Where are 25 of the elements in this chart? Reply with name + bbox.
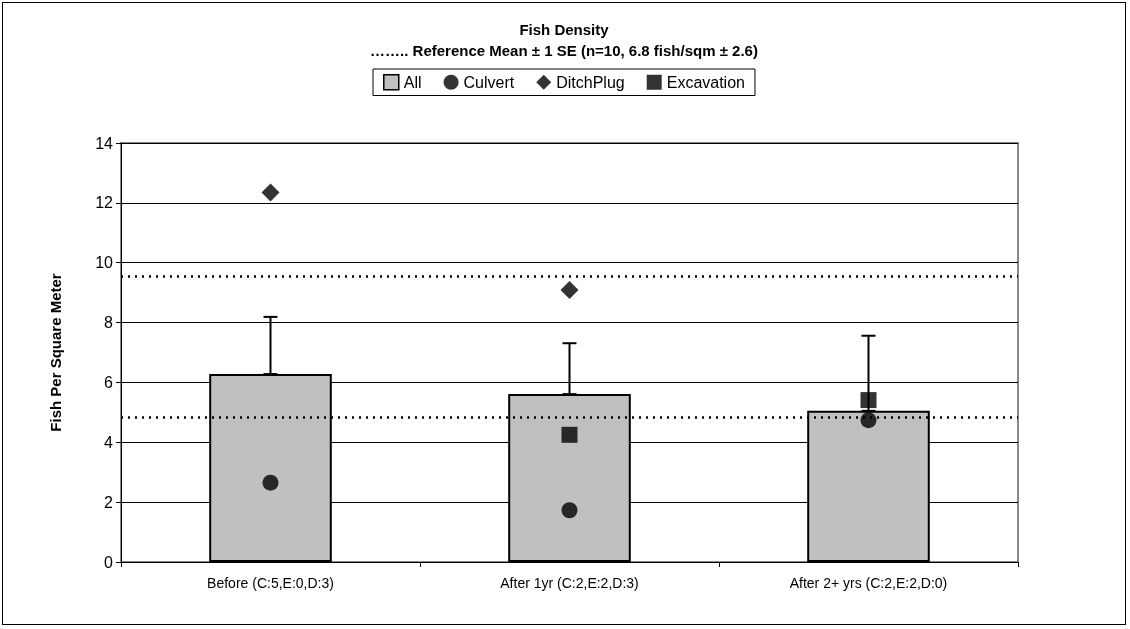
legend-label: Excavation — [666, 73, 745, 91]
y-tick-label: 2 — [104, 493, 114, 511]
y-axis-title: Fish Per Square Meter — [47, 273, 64, 432]
x-tick-label: After 1yr (C:2,E:2,D:3) — [500, 575, 639, 591]
point — [261, 183, 280, 202]
x-tick-label: After 2+ yrs (C:2,E:2,D:0) — [789, 575, 948, 591]
y-tick-label: 8 — [104, 314, 114, 332]
point — [561, 426, 578, 443]
chart-subtitle: …….. Reference Mean ± 1 SE (n=10, 6.8 fish/sqm ± 2.6) — [370, 42, 758, 59]
legend-label: All — [403, 73, 422, 91]
legend-label: Culvert — [463, 73, 515, 91]
y-tick-label: 12 — [95, 194, 114, 212]
x-tick-label: Before (C:5,E:0,D:3) — [207, 575, 334, 591]
y-tick-label: 10 — [95, 254, 114, 272]
point — [561, 502, 578, 519]
y-tick-label: 0 — [104, 553, 114, 571]
legend-label: DitchPlug — [556, 73, 625, 91]
point — [860, 412, 877, 429]
y-tick-label: 14 — [95, 134, 114, 152]
point — [560, 280, 579, 299]
y-tick-label: 4 — [104, 433, 114, 451]
chart-title: Fish Density — [519, 21, 610, 38]
point — [860, 392, 877, 409]
y-tick-label: 6 — [104, 373, 114, 391]
point — [262, 474, 279, 491]
